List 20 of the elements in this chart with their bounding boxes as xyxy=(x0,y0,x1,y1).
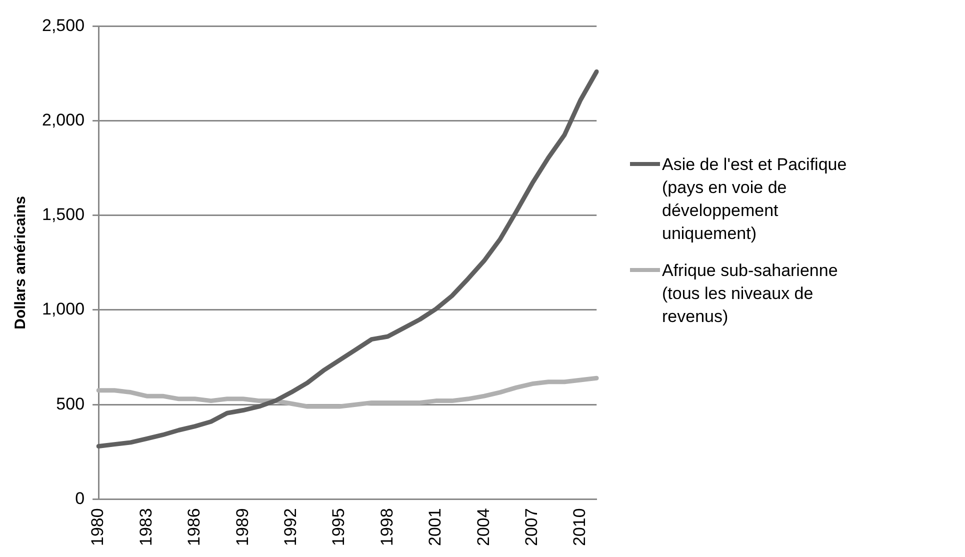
y-tick-label: 2,000 xyxy=(42,110,85,130)
x-tick-label: 2004 xyxy=(474,508,493,546)
x-tick-label: 1983 xyxy=(136,508,156,546)
legend-label: Asie de l'est et Pacifique (pays en voie de développement uniquement) xyxy=(662,154,848,245)
x-tick-label: 1986 xyxy=(184,508,204,546)
x-tick-label: 2007 xyxy=(522,508,542,546)
x-tick-label: 1989 xyxy=(232,508,252,546)
y-tick-label: 500 xyxy=(56,394,85,414)
y-tick-label: 0 xyxy=(75,488,85,508)
legend-label: Afrique sub-saharienne (tous les niveaux de revenus) xyxy=(662,260,839,328)
x-tick-label: 2001 xyxy=(426,508,445,546)
x-tick-label: 2010 xyxy=(570,508,590,546)
y-tick-label: 1,000 xyxy=(42,300,85,319)
y-tick-label: 1,500 xyxy=(42,205,85,224)
x-tick-label: 1998 xyxy=(377,508,396,546)
x-tick-label: 1992 xyxy=(281,508,300,546)
x-tick-label: 1980 xyxy=(88,508,108,546)
y-tick-label: 2,500 xyxy=(42,16,85,35)
y-axis-title: Dollars américains xyxy=(12,196,30,330)
x-tick-label: 1995 xyxy=(329,508,348,546)
